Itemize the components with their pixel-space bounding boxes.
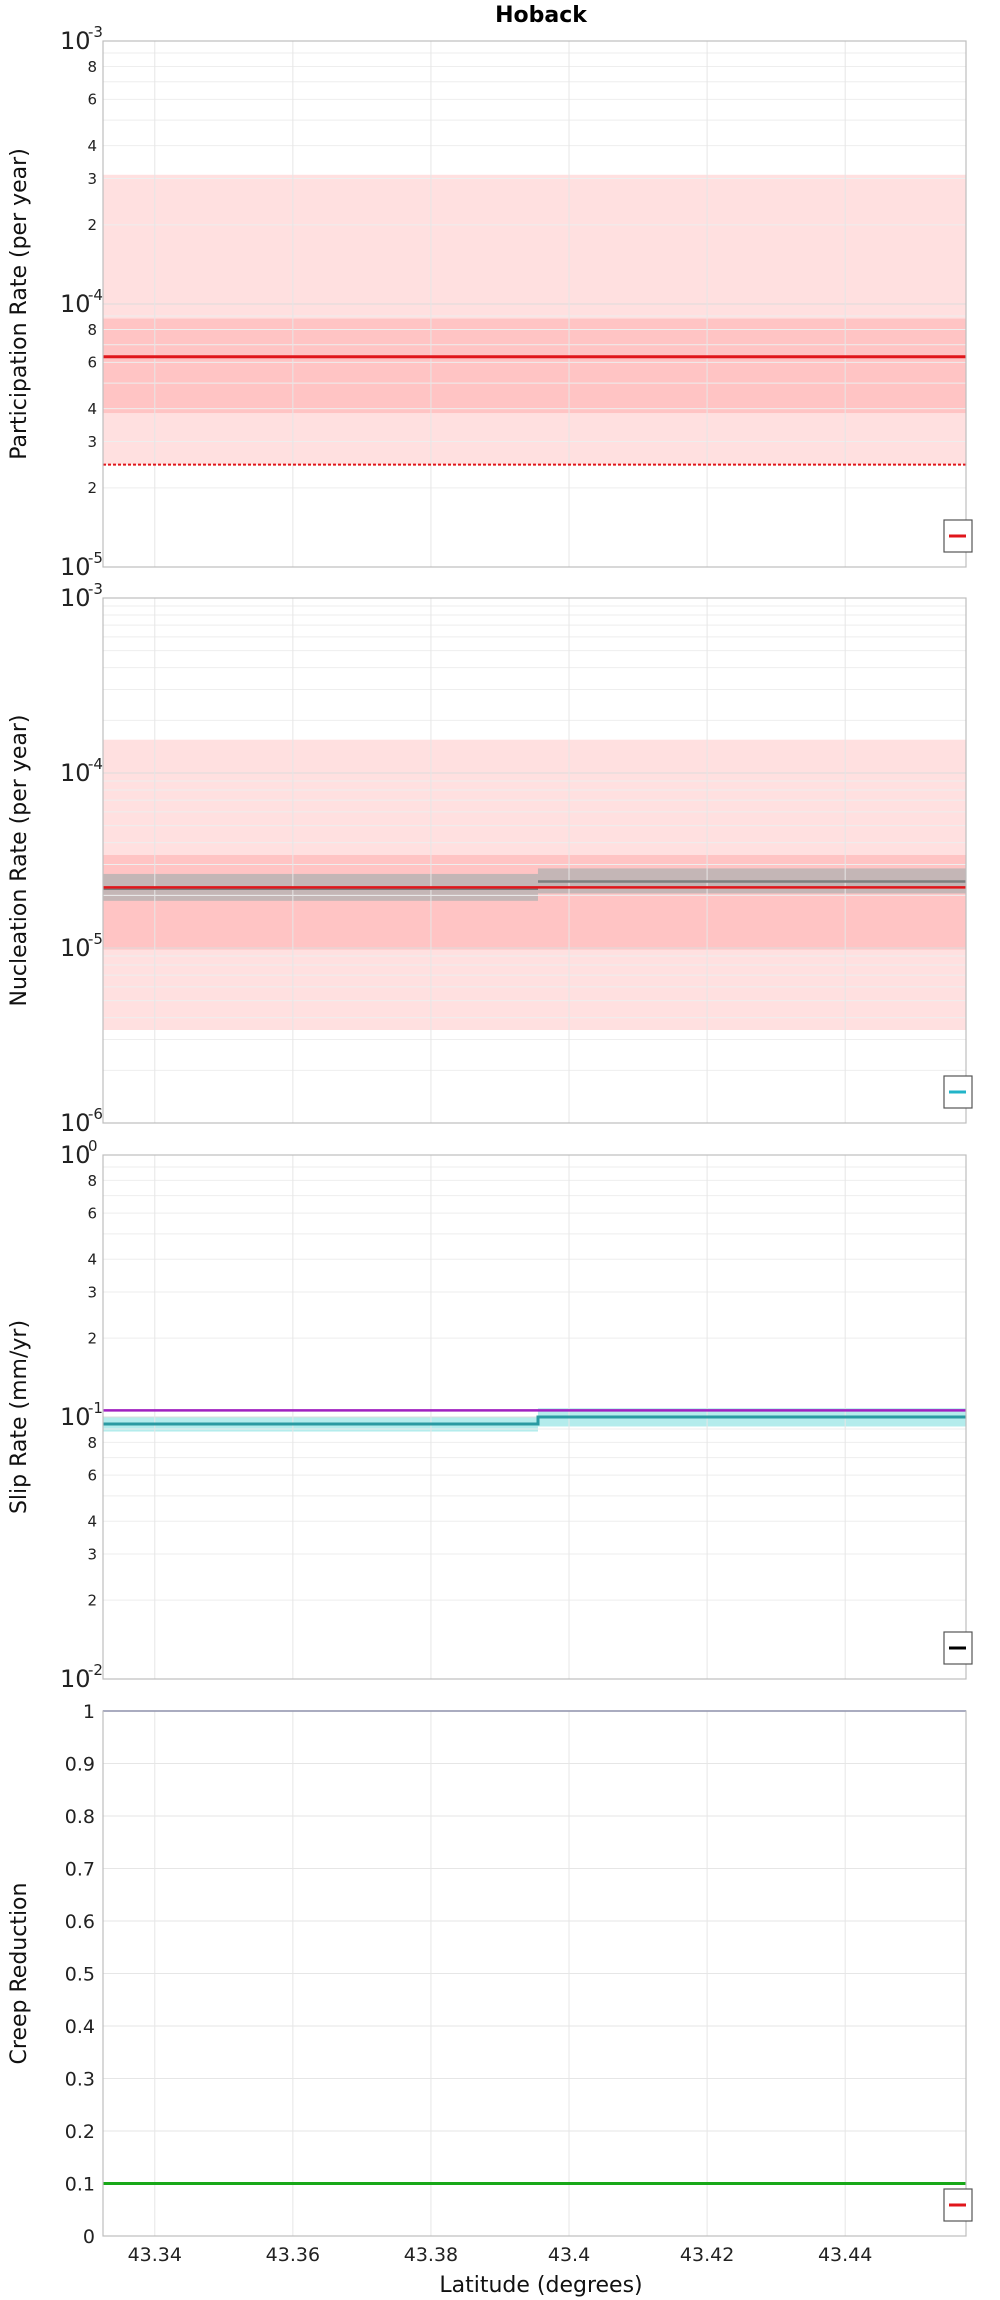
y-tick-label: 8 <box>87 58 97 76</box>
y-tick-exponent: -5 <box>88 930 103 948</box>
confidence-band <box>103 318 966 414</box>
y-axis-title: Participation Rate (per year) <box>7 148 32 460</box>
plot-frame <box>102 597 967 1124</box>
y-tick-exponent: -3 <box>88 23 103 41</box>
y-tick-label: 8 <box>87 1172 97 1190</box>
y-tick-label: 2 <box>87 1592 97 1610</box>
legend-frame <box>943 519 973 553</box>
y-tick-label: 6 <box>87 354 97 372</box>
figure-title: Hoback <box>495 3 588 28</box>
y-tick-exponent: -3 <box>88 580 103 598</box>
series-line <box>103 1415 966 1426</box>
y-tick-label: 10 <box>60 1141 91 1169</box>
y-tick-exponent: -4 <box>88 755 103 773</box>
legend-box <box>943 519 973 553</box>
plot-frame <box>102 1154 967 1680</box>
y-tick-label: 4 <box>87 1513 97 1531</box>
x-axis-title: Latitude (degrees) <box>439 2273 642 2298</box>
legend-box <box>943 1075 973 1109</box>
y-tick-exponent: -2 <box>88 1661 103 1679</box>
x-tick-label: 43.34 <box>128 2244 182 2266</box>
plot-frame <box>102 1710 967 2237</box>
y-tick-label: 8 <box>87 321 97 339</box>
y-tick-label: 2 <box>87 1330 97 1348</box>
y-tick-label: 3 <box>87 1545 97 1563</box>
legend-box <box>943 1631 973 1665</box>
y-tick-label: 0.7 <box>65 1858 95 1880</box>
y-tick-label: 10 <box>60 553 91 581</box>
plot-frame <box>102 40 967 568</box>
y-tick-label: 6 <box>87 91 97 109</box>
x-tick-label: 43.44 <box>818 2244 872 2266</box>
y-tick-label: 3 <box>87 170 97 188</box>
x-tick-label: 43.42 <box>680 2244 734 2266</box>
y-tick-label: 8 <box>87 1434 97 1452</box>
y-tick-label: 10 <box>60 1403 91 1431</box>
chart-panel-creep: 1 0.9 0.8 0.7 0.6 0.5 0.4 0.3 0.2 0.1 0 Creep Reduc… <box>7 1701 973 2248</box>
y-tick-label: 0.9 <box>65 1753 95 1775</box>
y-tick-label: 4 <box>87 1251 97 1269</box>
y-tick-label: 4 <box>87 400 97 418</box>
x-tick-labels: 43.34 43.36 43.38 43.4 43.42 43.44 <box>128 2244 873 2266</box>
y-tick-label: 10 <box>60 934 91 962</box>
x-tick-label: 43.4 <box>548 2244 590 2266</box>
y-tick-label: 0.2 <box>65 2121 95 2143</box>
gridlines <box>103 41 966 568</box>
y-tick-exponent: -4 <box>88 286 103 304</box>
gridlines <box>103 598 966 1124</box>
y-tick-label: 3 <box>87 1283 97 1301</box>
y-axis-title: Slip Rate (mm/yr) <box>7 1320 32 1514</box>
y-tick-label: 10 <box>60 27 91 55</box>
y-tick-label: 1 <box>83 1701 95 1723</box>
y-tick-label: 2 <box>87 479 97 497</box>
y-axis-title: Nucleation Rate (per year) <box>7 715 32 1007</box>
y-tick-label: 6 <box>87 1467 97 1485</box>
y-tick-label: 10 <box>60 584 91 612</box>
y-tick-label: 0.8 <box>65 1806 95 1828</box>
y-tick-label: 0.5 <box>65 1963 95 1985</box>
y-tick-exponent: 0 <box>88 1137 98 1155</box>
y-tick-label: 3 <box>87 433 97 451</box>
y-tick-exponent: -1 <box>88 1399 103 1417</box>
y-tick-label: 6 <box>87 1205 97 1223</box>
y-tick-label: 10 <box>60 290 91 318</box>
y-tick-label: 0.1 <box>65 2173 95 2195</box>
y-tick-label: 0 <box>83 2226 95 2248</box>
y-tick-label: 10 <box>60 759 91 787</box>
y-tick-label: 10 <box>60 1109 91 1137</box>
x-tick-label: 43.38 <box>404 2244 458 2266</box>
y-tick-label: 4 <box>87 137 97 155</box>
y-tick-label: 0.3 <box>65 2068 95 2090</box>
y-tick-label: 0.6 <box>65 1911 95 1933</box>
legend-box <box>943 2188 973 2222</box>
y-axis-title: Creep Reduction <box>7 1883 32 2065</box>
y-tick-label: 0.4 <box>65 2016 95 2038</box>
x-tick-label: 43.36 <box>266 2244 320 2266</box>
y-tick-exponent: -6 <box>88 1105 103 1123</box>
y-tick-label: 10 <box>60 1665 91 1693</box>
y-tick-label: 2 <box>87 216 97 234</box>
y-tick-exponent: -5 <box>88 549 103 567</box>
